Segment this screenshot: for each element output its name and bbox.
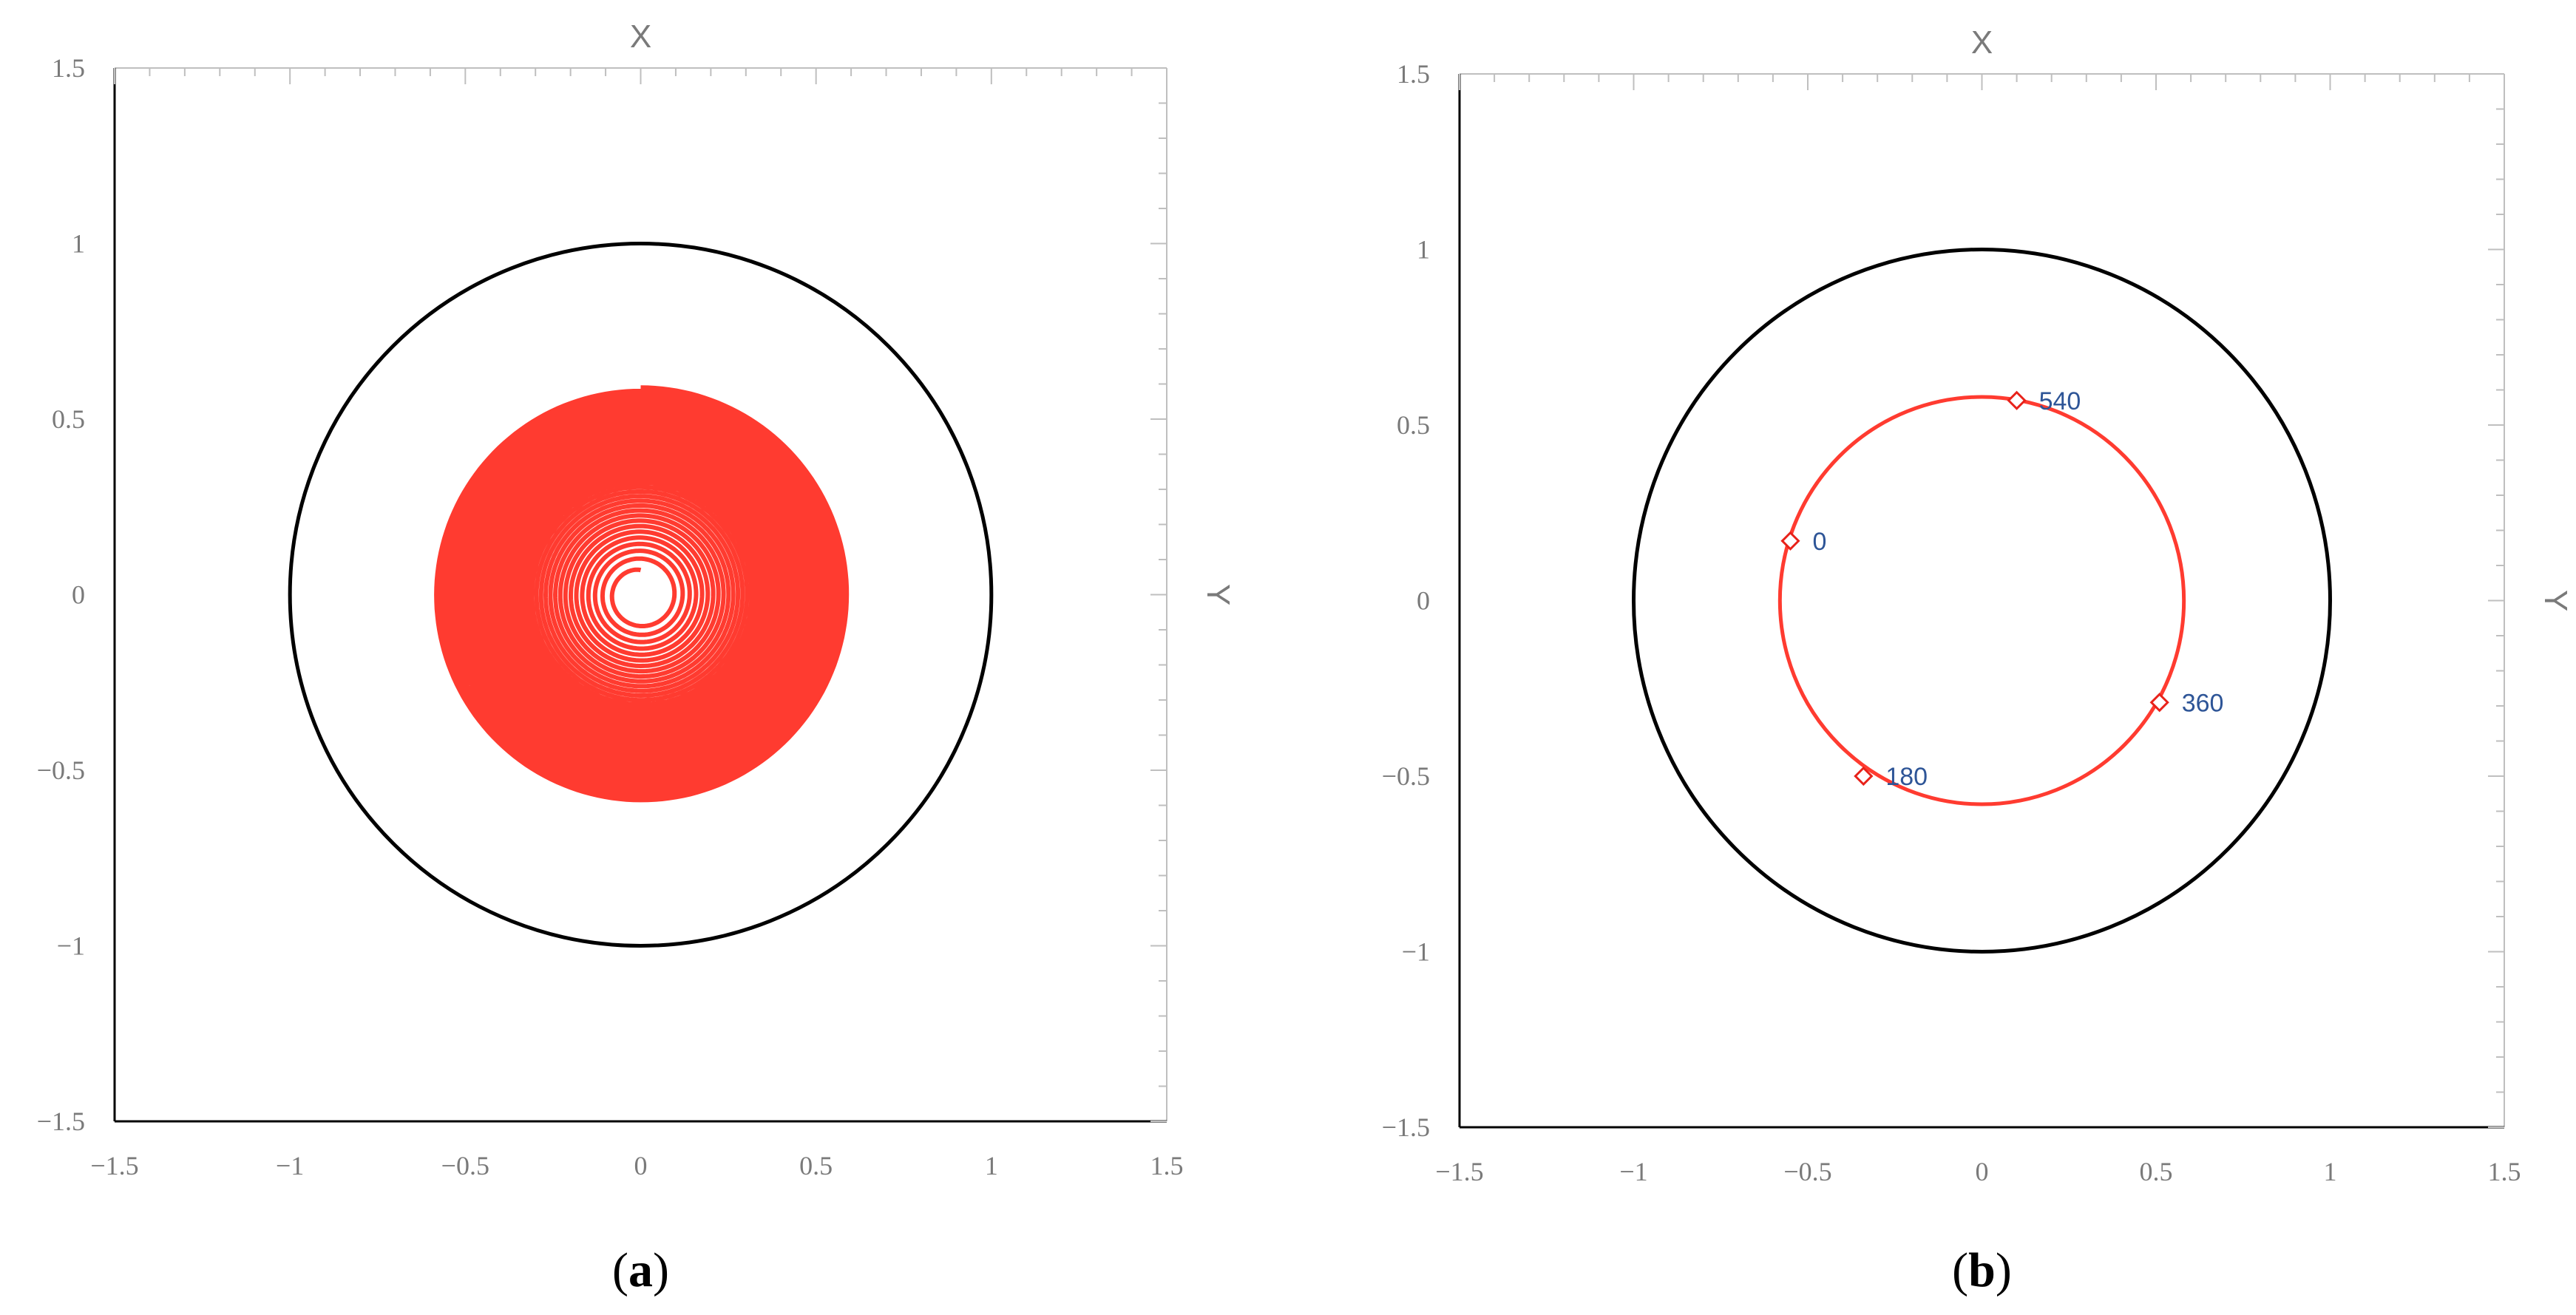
x-axis-title-a: X <box>630 18 651 55</box>
y-tick-label-a: −0.5 <box>37 755 85 785</box>
y-tick-label-b: −1 <box>1402 937 1430 967</box>
x-tick-label-b: −0.5 <box>1783 1157 1831 1186</box>
x-tick-label-a: 1 <box>985 1151 998 1180</box>
y-tick-label-a: −1.5 <box>37 1107 85 1136</box>
point-label-360: 360 <box>2182 689 2224 717</box>
y-tick-label-b: −0.5 <box>1382 761 1430 791</box>
boundary-circle-b <box>1632 248 2332 954</box>
x-tick-label-a: 0.5 <box>799 1151 833 1180</box>
plot-area-a <box>288 242 994 948</box>
x-tick-labels-b: −1.5 −1 −0.5 0 0.5 1 1.5 <box>1435 1157 2521 1186</box>
ticks-a <box>114 67 1167 1122</box>
x-tick-label-b: −1 <box>1619 1157 1647 1186</box>
x-tick-label-b: 0.5 <box>2140 1157 2173 1186</box>
point-marker-540 <box>2007 390 2027 410</box>
y-axis-title-a: Y <box>1200 584 1236 605</box>
point-marker-360 <box>2149 693 2169 713</box>
x-tick-label-b: 0 <box>1976 1157 1989 1186</box>
y-tick-label-a: −1 <box>57 931 85 961</box>
x-tick-label-a: 1.5 <box>1150 1151 1184 1180</box>
y-tick-label-b: 1.5 <box>1397 59 1430 89</box>
orbit-circle-b <box>1777 395 2186 806</box>
panel-label-a-letter: a <box>628 1243 653 1297</box>
point-marker-180 <box>1854 766 1874 786</box>
y-tick-label-b: 0 <box>1417 586 1430 616</box>
x-tick-labels-a: −1.5 −1 −0.5 0 0.5 1 1.5 <box>90 1151 1183 1180</box>
y-tick-labels-a: −1.5 −1 −0.5 0 0.5 1 1.5 <box>37 53 85 1136</box>
x-tick-label-a: −1 <box>276 1151 304 1180</box>
y-tick-label-a: 1 <box>72 229 85 259</box>
y-tick-label-b: 1 <box>1417 235 1430 265</box>
plot-area-b: 0 180 360 540 <box>1632 248 2332 954</box>
y-tick-label-a: 1.5 <box>52 53 85 83</box>
y-tick-label-a: 0 <box>72 580 85 610</box>
x-tick-label-b: 1 <box>2324 1157 2337 1186</box>
y-tick-labels-b: −1.5 −1 −0.5 0 0.5 1 1.5 <box>1382 59 1430 1142</box>
panel-a: −1.5 −1 −0.5 0 0.5 1 1.5 −1.5−1−0.500.511.5 X … <box>37 18 1236 1297</box>
x-tick-label-a: 0 <box>634 1151 648 1180</box>
ticks-b <box>1459 73 2505 1128</box>
y-tick-label-b: −1.5 <box>1382 1112 1430 1142</box>
x-tick-label-a: −1.5 <box>90 1151 138 1180</box>
point-label-180: 180 <box>1885 763 1928 791</box>
x-axis-title-b: X <box>1971 24 1993 61</box>
y-axis-title-b: Y <box>2538 590 2574 611</box>
panel-label-a: (a) <box>612 1243 669 1297</box>
point-label-540: 540 <box>2039 387 2081 415</box>
point-marker-0 <box>1780 531 1800 551</box>
boundary-circle-a <box>288 242 994 948</box>
x-tick-label-a: −0.5 <box>441 1151 489 1180</box>
x-tick-label-b: −1.5 <box>1435 1157 1483 1186</box>
panel-b: −1.5 −1 −0.5 0 0.5 1 1.5 −1.5 −1 −0.5 0 0.5 1 1.5 0 1… <box>1382 24 2574 1297</box>
y-tick-label-b: 0.5 <box>1397 410 1430 440</box>
y-tick-label-a: 0.5 <box>52 404 85 434</box>
x-tick-label-b: 1.5 <box>2488 1157 2521 1186</box>
spiral-trajectory-a <box>434 385 850 803</box>
point-label-0: 0 <box>1812 528 1826 556</box>
panel-label-b: (b) <box>1952 1243 2012 1297</box>
panel-label-b-letter: b <box>1968 1243 1996 1297</box>
